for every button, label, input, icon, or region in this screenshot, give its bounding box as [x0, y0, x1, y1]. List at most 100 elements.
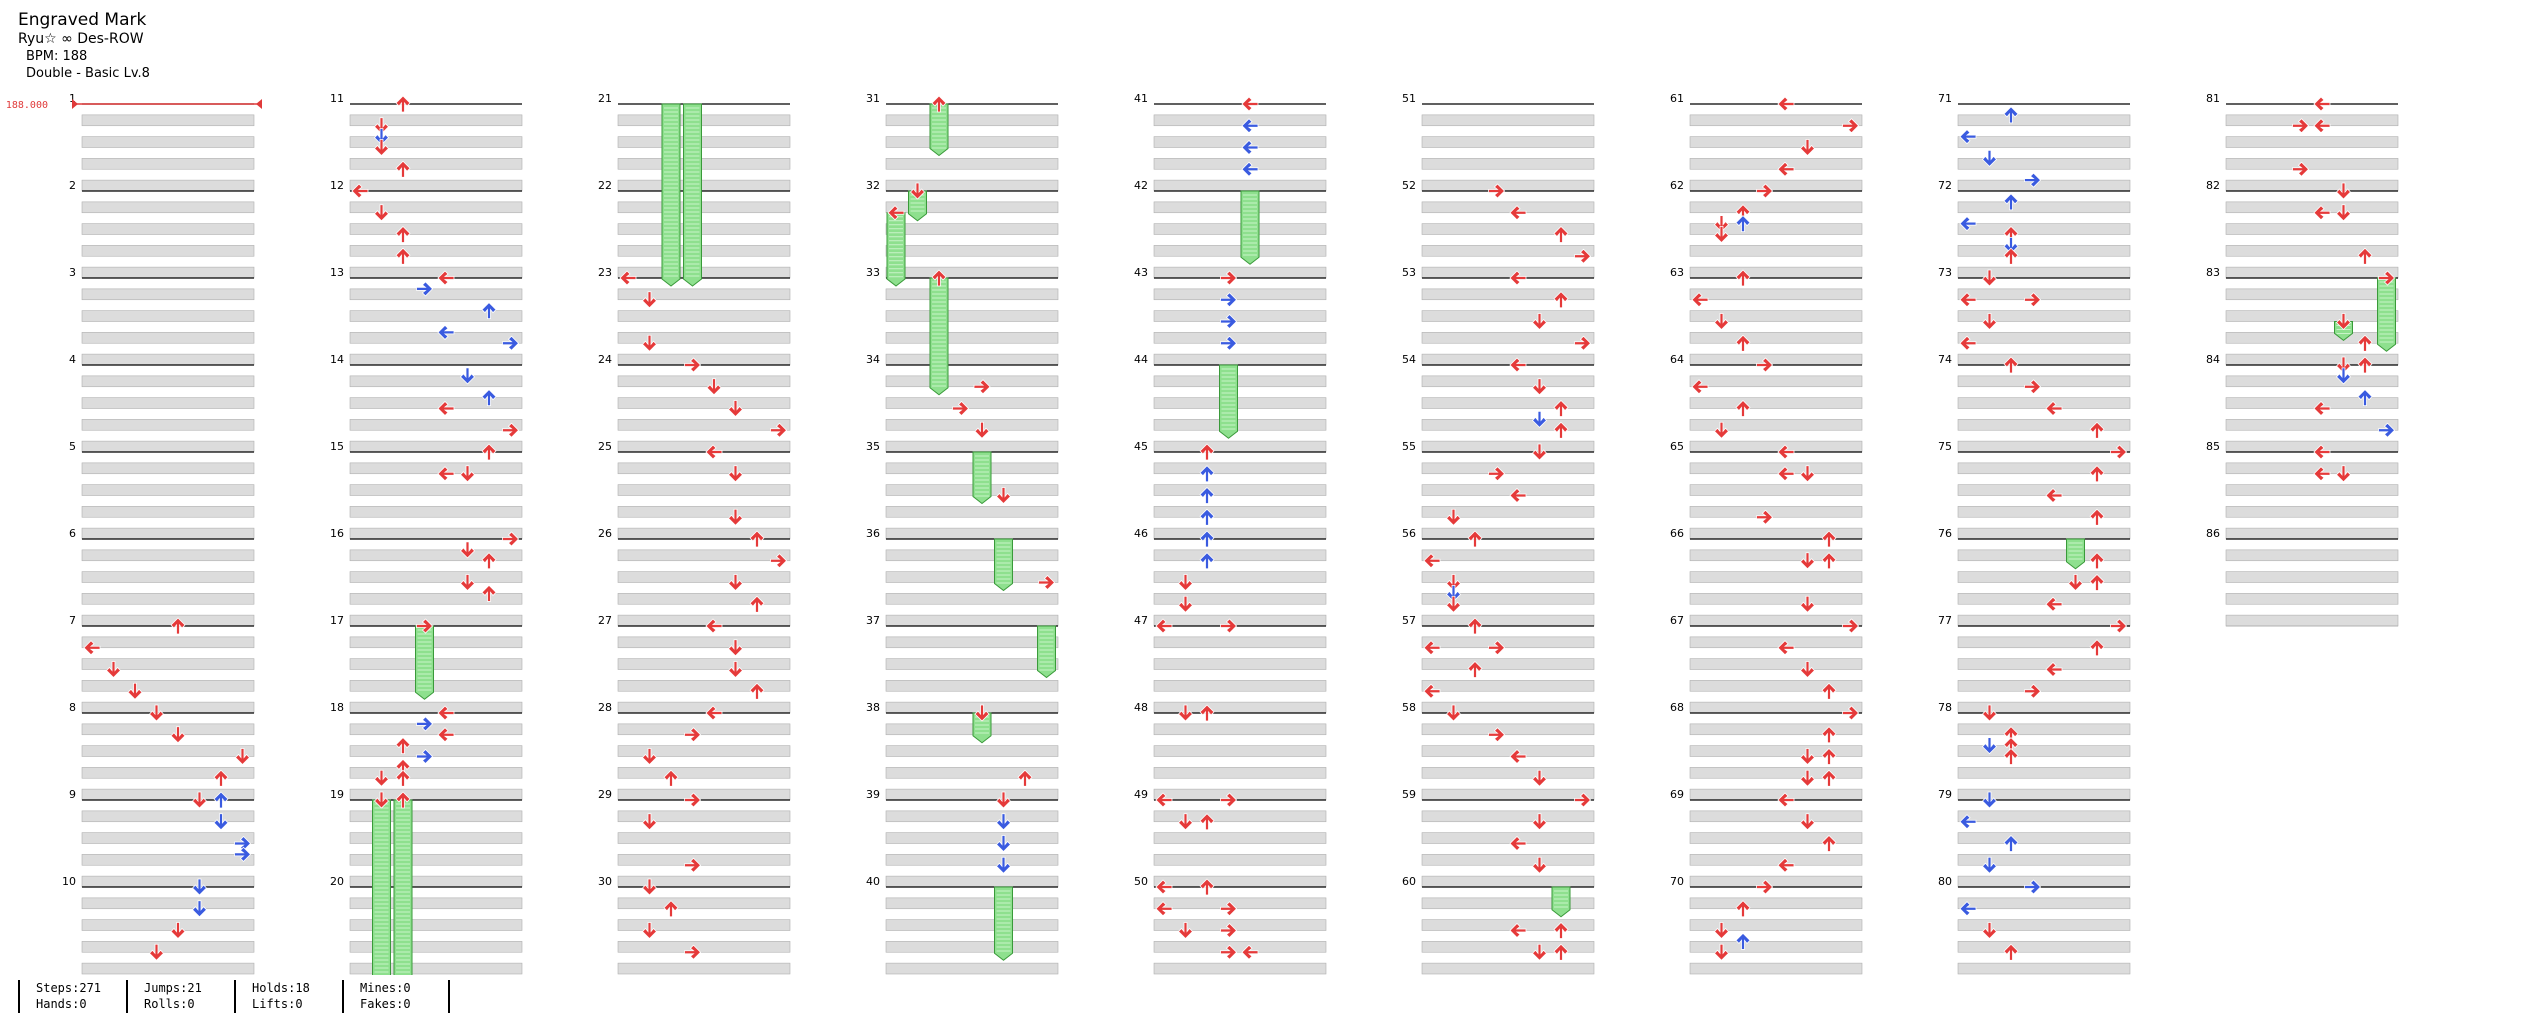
arrow-left-icon: [83, 640, 101, 656]
arrow-down-icon: [105, 661, 122, 679]
arrow-shape: [1199, 508, 1215, 526]
arrow-right-icon: [2292, 161, 2310, 177]
hold-body: [994, 538, 1013, 592]
arrow-left-icon: [2045, 400, 2063, 417]
arrow-shape: [1220, 313, 1238, 330]
arrow-down-icon: [373, 117, 390, 135]
arrow-up-icon: [395, 769, 411, 787]
arrow-shape: [395, 791, 411, 809]
arrow-down-icon: [1981, 791, 1998, 809]
arrow-right-icon: [1574, 792, 1592, 808]
measure-number: 36: [866, 527, 880, 540]
arrow-left-icon: [1959, 335, 1977, 351]
arrow-right-icon: [952, 400, 970, 417]
arrow-left-icon: [437, 324, 455, 340]
arrow-down-icon: [706, 378, 722, 396]
beat-stripe: [1957, 288, 2131, 301]
measure-number: 1: [69, 92, 76, 105]
arrow-down-icon: [2003, 236, 2019, 254]
beat-stripe: [1957, 549, 2131, 562]
beat-stripe: [349, 832, 523, 844]
beat-stripe: [885, 614, 1059, 627]
beat-stripe: [617, 223, 791, 235]
arrow-up-icon: [1467, 660, 1483, 678]
arrow-down-icon: [1713, 922, 1730, 940]
beat-stripe: [2225, 179, 2399, 192]
beat-stripe: [617, 201, 791, 214]
arrow-down-icon: [1445, 574, 1462, 592]
beat-stripe: [1689, 223, 1863, 235]
difficulty-label: Double - Basic Lv.8: [26, 66, 150, 81]
arrow-shape: [1177, 922, 1194, 940]
beat-stripe: [1153, 593, 1327, 605]
arrow-shape: [2313, 466, 2331, 482]
measure-number: 24: [598, 353, 612, 366]
beat-stripe: [81, 636, 255, 649]
bpm-end-marker: [256, 99, 262, 109]
beat-stripe: [885, 158, 1059, 170]
beat-stripe: [349, 593, 523, 605]
arrow-left-icon: [1959, 814, 1977, 830]
beat-stripe: [1153, 854, 1327, 866]
arrow-down-icon: [1445, 704, 1462, 722]
arrow-down-icon: [1799, 769, 1816, 787]
beat-stripe: [349, 158, 523, 170]
arrow-down-icon: [1713, 943, 1730, 961]
arrow-shape: [1735, 334, 1751, 352]
measure-number: 80: [1938, 875, 1952, 888]
arrow-shape: [1241, 944, 1259, 960]
beat-stripe: [1421, 614, 1595, 627]
arrow-shape: [1959, 292, 1977, 308]
beat-stripe: [617, 723, 791, 736]
arrow-right-icon: [1488, 466, 1506, 482]
arrow-up-icon: [2357, 389, 2373, 407]
arrow-right-icon: [1488, 727, 1506, 743]
arrow-down-icon: [459, 367, 476, 385]
measure-number: 35: [866, 440, 880, 453]
beat-stripe: [617, 832, 791, 844]
arrow-left-icon: [2313, 118, 2331, 134]
beat-stripe: [1421, 397, 1595, 409]
arrow-right-icon: [1038, 574, 1056, 591]
arrow-down-icon: [1981, 704, 1998, 722]
beat-stripe: [885, 767, 1059, 779]
measure-number: 47: [1134, 614, 1148, 627]
arrow-shape: [437, 324, 455, 340]
hold-body: [972, 451, 992, 505]
arrow-shape: [995, 791, 1012, 809]
arrow-down-icon: [1445, 508, 1462, 526]
arrow-shape: [2045, 596, 2063, 612]
beat-stripe: [1957, 353, 2131, 366]
beat-stripe: [2225, 419, 2399, 431]
arrow-right-icon: [1756, 879, 1774, 895]
arrow-left-icon: [1959, 292, 1977, 308]
arrow-shape: [1981, 856, 1998, 874]
arrow-shape: [1199, 813, 1215, 831]
arrow-shape: [416, 716, 434, 732]
beat-stripe: [1689, 962, 1863, 975]
arrow-shape: [2335, 313, 2352, 331]
beat-stripe: [1689, 658, 1863, 670]
beat-stripe: [1957, 701, 2131, 714]
arrow-shape: [2089, 465, 2105, 483]
song-header: Engraved Mark Ryu☆ ∞ Des-ROW BPM: 188 Do…: [18, 10, 150, 82]
arrow-shape: [2089, 552, 2105, 570]
arrow-shape: [2003, 236, 2019, 254]
arrow-up-icon: [2003, 193, 2019, 211]
arrow-right-icon: [1842, 118, 1860, 134]
arrow-left-icon: [887, 205, 905, 221]
beat-stripe: [81, 745, 255, 757]
arrow-shape: [1842, 705, 1860, 721]
arrow-shape: [1735, 900, 1751, 918]
arrow-right-icon: [1220, 618, 1238, 634]
steps-count: Steps:271: [36, 981, 102, 995]
arrow-down-icon: [727, 639, 744, 657]
measure-number: 86: [2206, 527, 2220, 540]
arrow-left-icon: [1509, 922, 1527, 939]
arrow-right-icon: [1220, 270, 1238, 286]
beat-stripe: [885, 571, 1059, 583]
beat-stripe: [1421, 571, 1595, 583]
beat-stripe: [617, 636, 791, 649]
arrow-shape: [727, 661, 744, 679]
beat-stripe: [1957, 419, 2131, 431]
